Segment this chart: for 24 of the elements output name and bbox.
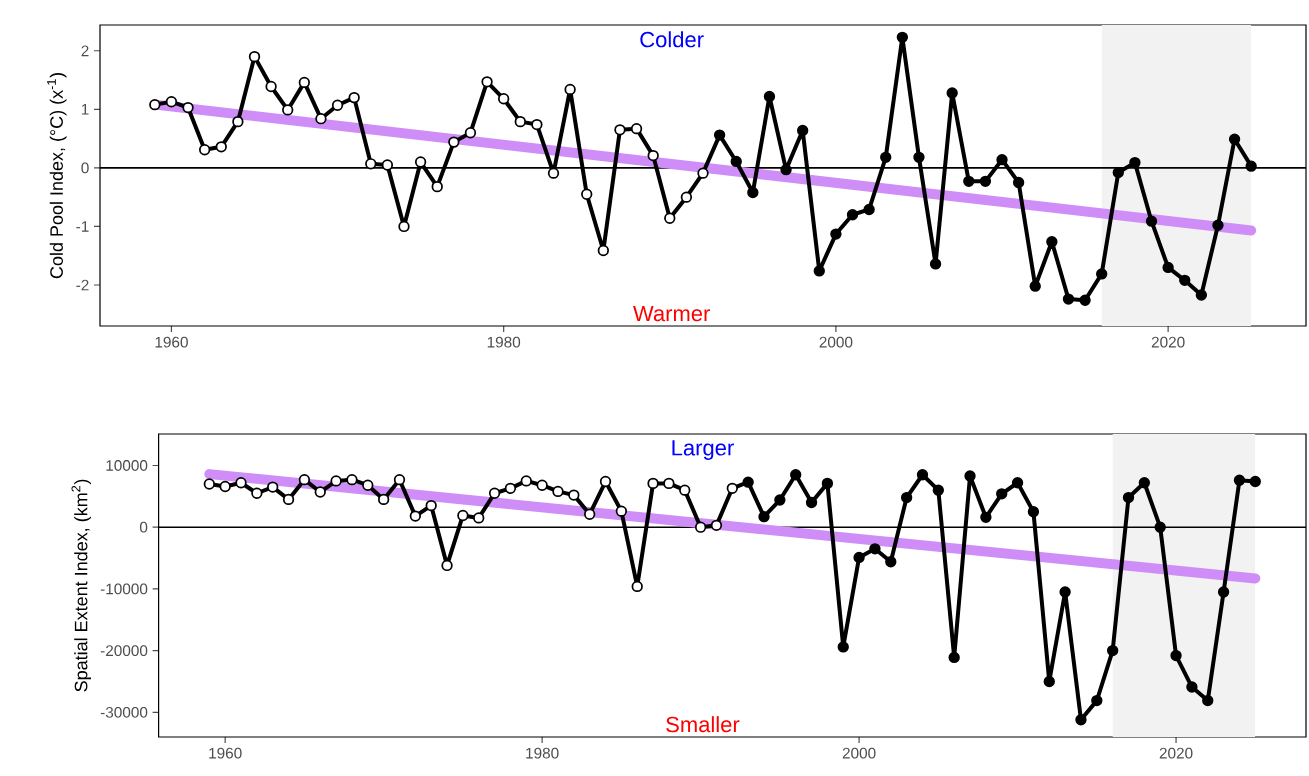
annotation: Warmer — [633, 305, 710, 322]
x-tick-label: 2000 — [819, 336, 853, 348]
y-tick-label: 0 — [139, 521, 148, 533]
annotation: Colder — [640, 31, 704, 48]
x-tick-label: 1960 — [155, 336, 188, 348]
y-axis-title: Cold Pool Index, (°C) (x$^{-1}$) — [47, 73, 67, 279]
y-tick-label: -2 — [76, 279, 89, 291]
y-tick-label: -1 — [76, 221, 89, 232]
y-tick-label: -30000 — [100, 706, 148, 718]
y-tick-label: 0 — [81, 162, 89, 174]
y-tick-label: 2 — [81, 45, 89, 57]
x-tick-label: 2020 — [1159, 747, 1193, 759]
x-tick-label: 1960 — [209, 747, 242, 759]
annotation: Smaller — [666, 716, 740, 733]
y-tick-label: -10000 — [100, 583, 148, 595]
x-tick-label: 1980 — [526, 747, 559, 759]
y-tick-label: 10000 — [106, 460, 148, 471]
annotation: Larger — [672, 440, 734, 460]
y-tick-label: -20000 — [100, 645, 148, 657]
x-tick-label: 2000 — [842, 747, 876, 759]
y-tick-label: 1 — [81, 104, 89, 115]
y-axis-title: Spatial Extent Index, (km$^{2}$) — [71, 479, 91, 692]
x-tick-label: 1980 — [487, 336, 521, 348]
x-tick-label: 2020 — [1151, 336, 1185, 348]
